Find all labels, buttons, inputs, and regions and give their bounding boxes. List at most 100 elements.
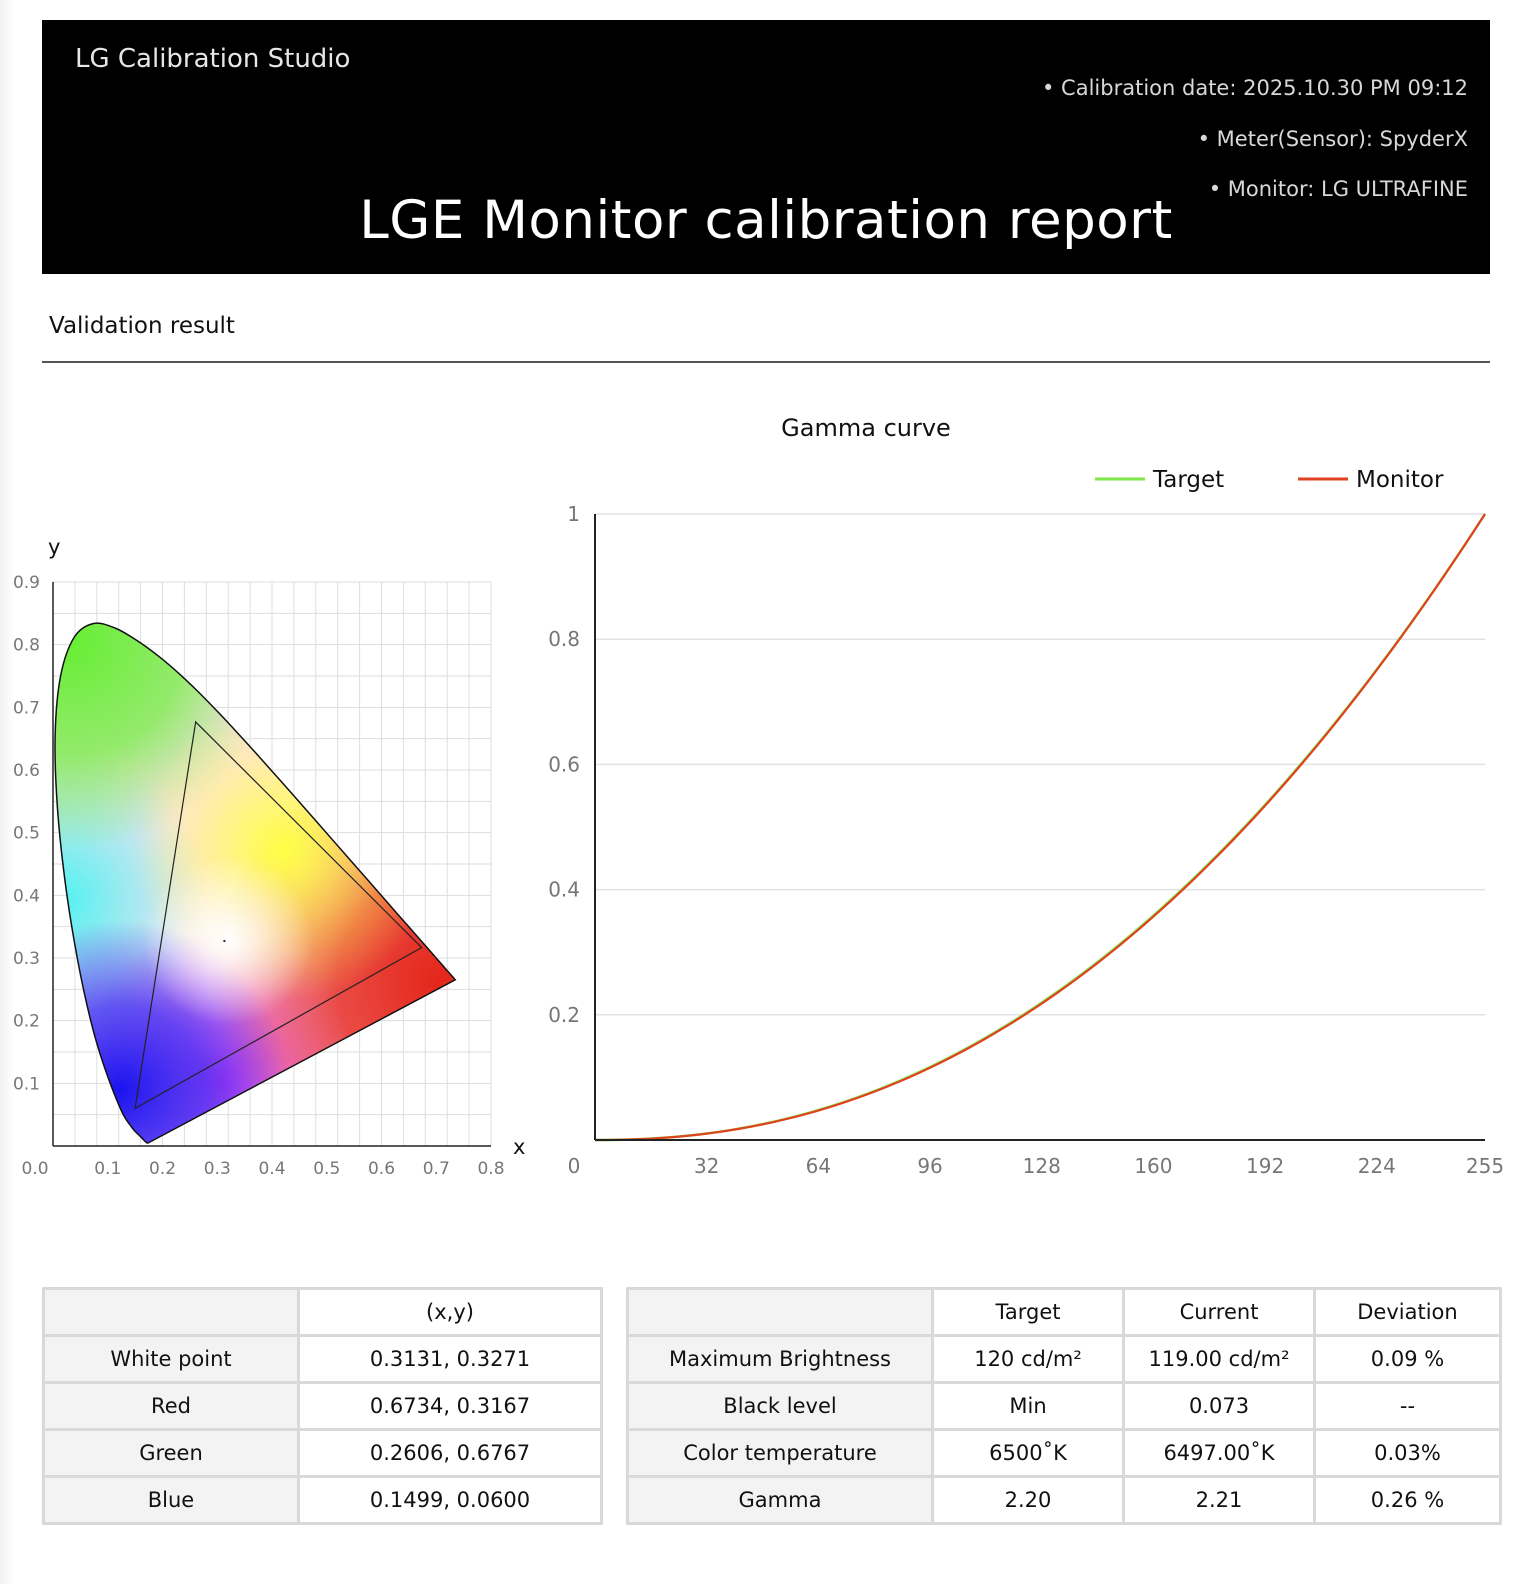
- table-row: Blue 0.1499, 0.0600: [42, 1475, 603, 1525]
- table-header-cell: Current: [1122, 1287, 1316, 1337]
- legend-label-target: Target: [1152, 467, 1224, 493]
- x-tick-label: 0.6: [368, 1159, 395, 1179]
- x-tick-label: 0.7: [423, 1159, 450, 1179]
- app-name: LG Calibration Studio: [75, 44, 351, 74]
- row-value: 0.6734, 0.3167: [297, 1381, 603, 1431]
- y-tick-label: 0.5: [13, 824, 40, 844]
- deviation-value: 0.26 %: [1313, 1475, 1502, 1525]
- cie-y-axis-label: y: [48, 535, 60, 559]
- x-tick-label: 224: [1358, 1154, 1396, 1178]
- y-tick-label: 0.7: [13, 698, 40, 718]
- table-header-cell: Deviation: [1313, 1287, 1502, 1337]
- row-label: Color temperature: [626, 1428, 934, 1478]
- row-label: Maximum Brightness: [626, 1334, 934, 1384]
- y-tick-label: 0.9: [13, 573, 40, 593]
- series-line-target: [594, 513, 1487, 1142]
- y-tick-label: 0.8: [548, 627, 580, 651]
- y-tick-label: 0.6: [548, 752, 580, 776]
- target-value: 2.20: [931, 1475, 1125, 1525]
- gamma-chart-title: Gamma curve: [781, 414, 951, 442]
- cie-chromaticity-chart: 0.0 0.1 0.2 0.3 0.4 0.5 0.6 0.7 0.8 0.1 0.2 0.3 0.4…: [13, 535, 525, 1179]
- table-header-cell: Target: [931, 1287, 1125, 1337]
- table-row: White point 0.3131, 0.3271: [42, 1334, 603, 1384]
- monitor-name: • Monitor: LG ULTRAFINE: [1208, 177, 1468, 201]
- y-tick-label: 0.8: [13, 636, 40, 656]
- x-tick-label: 0.0: [21, 1159, 48, 1179]
- cie-x-axis-label: x: [513, 1135, 525, 1159]
- table-header-cell: (x,y): [297, 1287, 603, 1337]
- spectral-locus-fill: [55, 623, 456, 1144]
- target-value: 6500˚K: [931, 1428, 1125, 1478]
- table-row: Red 0.6734, 0.3167: [42, 1381, 603, 1431]
- table-row: Black level Min 0.073 --: [626, 1381, 1502, 1431]
- gamma-series-lines: [594, 513, 1487, 1142]
- current-value: 119.00 cd/m²: [1122, 1334, 1316, 1384]
- y-tick-label: 0.4: [13, 886, 40, 906]
- row-value: 0.2606, 0.6767: [297, 1428, 603, 1478]
- calibration-summary-table: Target Current Deviation Maximum Brightn…: [626, 1287, 1502, 1525]
- chromaticity-table: (x,y) White point 0.3131, 0.3271 Red 0.6…: [42, 1287, 603, 1525]
- target-value: 120 cd/m²: [931, 1334, 1125, 1384]
- deviation-value: 0.03%: [1313, 1428, 1502, 1478]
- row-label: Red: [42, 1381, 300, 1431]
- gamma-y-tick-labels: 0.2 0.4 0.6 0.8 1: [548, 502, 580, 1027]
- x-tick-label: 64: [806, 1154, 831, 1178]
- table-row: Maximum Brightness 120 cd/m² 119.00 cd/m…: [626, 1334, 1502, 1384]
- x-tick-label: 0.3: [204, 1159, 231, 1179]
- deviation-value: 0.09 %: [1313, 1334, 1502, 1384]
- x-tick-label: 0.5: [313, 1159, 340, 1179]
- y-tick-label: 0.2: [548, 1003, 580, 1027]
- x-tick-label: 128: [1023, 1154, 1061, 1178]
- y-tick-label: 0.1: [13, 1074, 40, 1094]
- section-title: Validation result: [49, 313, 235, 339]
- spectral-locus-outline: [54, 622, 457, 1144]
- row-label: White point: [42, 1334, 300, 1384]
- gamut-triangle: [134, 720, 423, 1110]
- row-label: Green: [42, 1428, 300, 1478]
- gamma-x-tick-labels: 0 32 64 96 128 160 192 224 255: [568, 1154, 1504, 1178]
- row-label: Blue: [42, 1475, 300, 1525]
- current-value: 0.073: [1122, 1381, 1316, 1431]
- row-label: Gamma: [626, 1475, 934, 1525]
- y-tick-label: 0.2: [13, 1012, 40, 1032]
- x-tick-label: 32: [694, 1154, 719, 1178]
- table-header-cell: [42, 1287, 300, 1337]
- x-tick-label: 0.8: [477, 1159, 504, 1179]
- table-row: Green 0.2606, 0.6767: [42, 1428, 603, 1478]
- x-tick-label: 0.4: [258, 1159, 285, 1179]
- cie-x-tick-labels: 0.0 0.1 0.2 0.3 0.4 0.5 0.6 0.7 0.8: [21, 1159, 504, 1179]
- x-tick-label: 255: [1466, 1154, 1504, 1178]
- current-value: 2.21: [1122, 1475, 1316, 1525]
- gamma-curve-chart: Gamma curve Target Monitor 0 32 64 96 128 160 1…: [548, 414, 1504, 1178]
- table-header-row: Target Current Deviation: [626, 1287, 1502, 1337]
- page-left-shade: [0, 0, 14, 1584]
- calibration-date: • Calibration date: 2025.10.30 PM 09:12: [1042, 76, 1468, 100]
- table-header-row: (x,y): [42, 1287, 603, 1337]
- report-title: LGE Monitor calibration report: [359, 190, 1173, 251]
- y-tick-label: 0.4: [548, 878, 580, 902]
- white-point-marker: [223, 939, 226, 943]
- target-value: Min: [931, 1381, 1125, 1431]
- row-value: 0.1499, 0.0600: [297, 1475, 603, 1525]
- table-row: Gamma 2.20 2.21 0.26 %: [626, 1475, 1502, 1525]
- row-label: Black level: [626, 1381, 934, 1431]
- x-tick-label: 0.1: [94, 1159, 121, 1179]
- deviation-value: --: [1313, 1381, 1502, 1431]
- y-tick-label: 0.3: [13, 949, 40, 969]
- table-row: Color temperature 6500˚K 6497.00˚K 0.03%: [626, 1428, 1502, 1478]
- y-tick-label: 1: [567, 502, 580, 526]
- gamma-grid: [595, 513, 1485, 1016]
- gamma-legend: Target Monitor: [1095, 467, 1444, 493]
- y-tick-label: 0.6: [13, 761, 40, 781]
- report-header: LG Calibration Studio • Calibration date…: [42, 20, 1490, 274]
- row-value: 0.3131, 0.3271: [297, 1334, 603, 1384]
- x-tick-label: 0.2: [149, 1159, 176, 1179]
- legend-label-monitor: Monitor: [1356, 467, 1444, 493]
- meter-sensor: • Meter(Sensor): SpyderX: [1197, 127, 1468, 151]
- series-line-monitor: [594, 513, 1486, 1142]
- x-tick-label: 96: [917, 1154, 942, 1178]
- table-header-cell: [626, 1287, 934, 1337]
- x-tick-label: 0: [568, 1154, 581, 1178]
- x-tick-label: 192: [1246, 1154, 1284, 1178]
- x-tick-label: 160: [1134, 1154, 1172, 1178]
